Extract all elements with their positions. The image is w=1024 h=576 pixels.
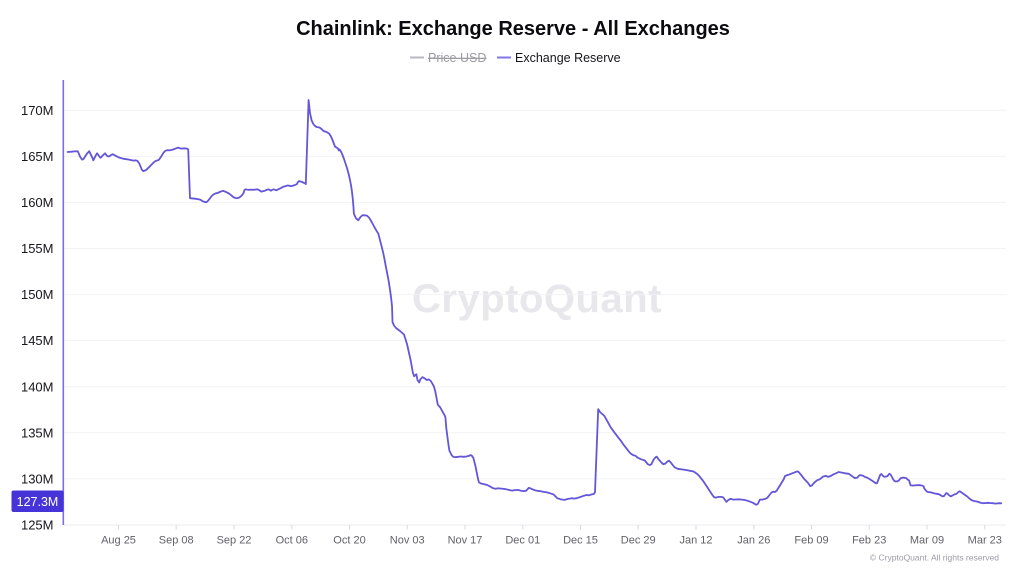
svg-text:130M: 130M: [21, 472, 54, 487]
svg-text:Mar 09: Mar 09: [910, 535, 944, 547]
svg-text:155M: 155M: [21, 241, 54, 256]
svg-text:Price USD: Price USD: [428, 51, 486, 65]
svg-text:Nov 17: Nov 17: [448, 535, 483, 547]
svg-text:140M: 140M: [21, 379, 54, 394]
svg-text:Exchange Reserve: Exchange Reserve: [515, 51, 621, 65]
svg-text:Feb 09: Feb 09: [794, 535, 828, 547]
svg-text:165M: 165M: [21, 149, 54, 164]
svg-text:Dec 01: Dec 01: [505, 535, 540, 547]
svg-text:127.3M: 127.3M: [17, 495, 59, 509]
svg-text:150M: 150M: [21, 287, 54, 302]
svg-text:Dec 29: Dec 29: [621, 535, 656, 547]
svg-text:Nov 03: Nov 03: [390, 535, 425, 547]
svg-text:145M: 145M: [21, 333, 54, 348]
svg-text:Chainlink: Exchange Reserve -: Chainlink: Exchange Reserve - All Exchan…: [296, 18, 730, 40]
svg-text:Dec 15: Dec 15: [563, 535, 598, 547]
svg-text:Sep 08: Sep 08: [159, 535, 194, 547]
svg-text:Oct 06: Oct 06: [276, 535, 308, 547]
svg-text:170M: 170M: [21, 103, 54, 118]
svg-text:125M: 125M: [21, 518, 54, 533]
svg-text:Sep 22: Sep 22: [217, 535, 252, 547]
svg-text:Jan 26: Jan 26: [737, 535, 770, 547]
svg-text:CryptoQuant: CryptoQuant: [412, 277, 662, 321]
svg-text:160M: 160M: [21, 195, 54, 210]
svg-text:© CryptoQuant. All rights rese: © CryptoQuant. All rights reserved: [870, 553, 999, 563]
svg-text:Oct 20: Oct 20: [333, 535, 365, 547]
svg-text:Feb 23: Feb 23: [852, 535, 886, 547]
svg-text:Aug 25: Aug 25: [101, 535, 136, 547]
svg-text:Mar 23: Mar 23: [968, 535, 1002, 547]
svg-text:135M: 135M: [21, 425, 54, 440]
svg-text:Jan 12: Jan 12: [679, 535, 712, 547]
